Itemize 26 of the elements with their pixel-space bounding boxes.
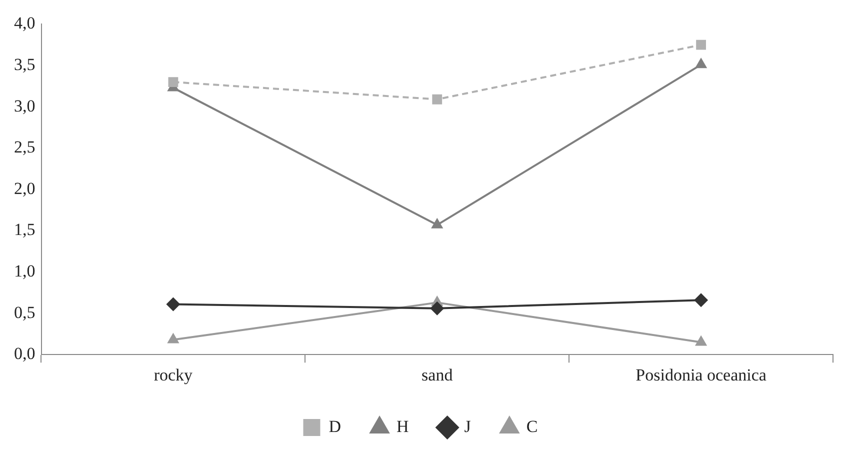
y-tick-label: 1,0 (14, 261, 36, 280)
point (168, 77, 178, 87)
legend-label: J (464, 416, 472, 436)
x-tick-label: rocky (154, 365, 194, 384)
point (430, 301, 444, 316)
x-tick-label: sand (422, 365, 454, 384)
y-tick-label: 2,5 (14, 138, 36, 157)
y-tick-label: 3,0 (14, 96, 36, 116)
point (167, 332, 180, 344)
point (431, 218, 444, 228)
point (696, 40, 706, 50)
point (432, 94, 442, 104)
legend-label: H (396, 416, 409, 436)
y-tick-label: 0,0 (14, 344, 36, 364)
point (694, 58, 708, 68)
y-tick-label: 4,0 (14, 14, 36, 33)
legend-label: D (328, 416, 342, 436)
point (166, 297, 180, 312)
point (694, 335, 708, 346)
y-tick-label: 2,0 (14, 178, 36, 198)
y-tick-label: 1,5 (14, 220, 36, 240)
point (694, 293, 708, 308)
x-tick-label: Posidonia oceanica (636, 365, 767, 384)
legend-label: C (526, 416, 538, 436)
y-tick-label: 0,5 (14, 302, 36, 322)
y-tick-label: 3,5 (14, 54, 36, 74)
